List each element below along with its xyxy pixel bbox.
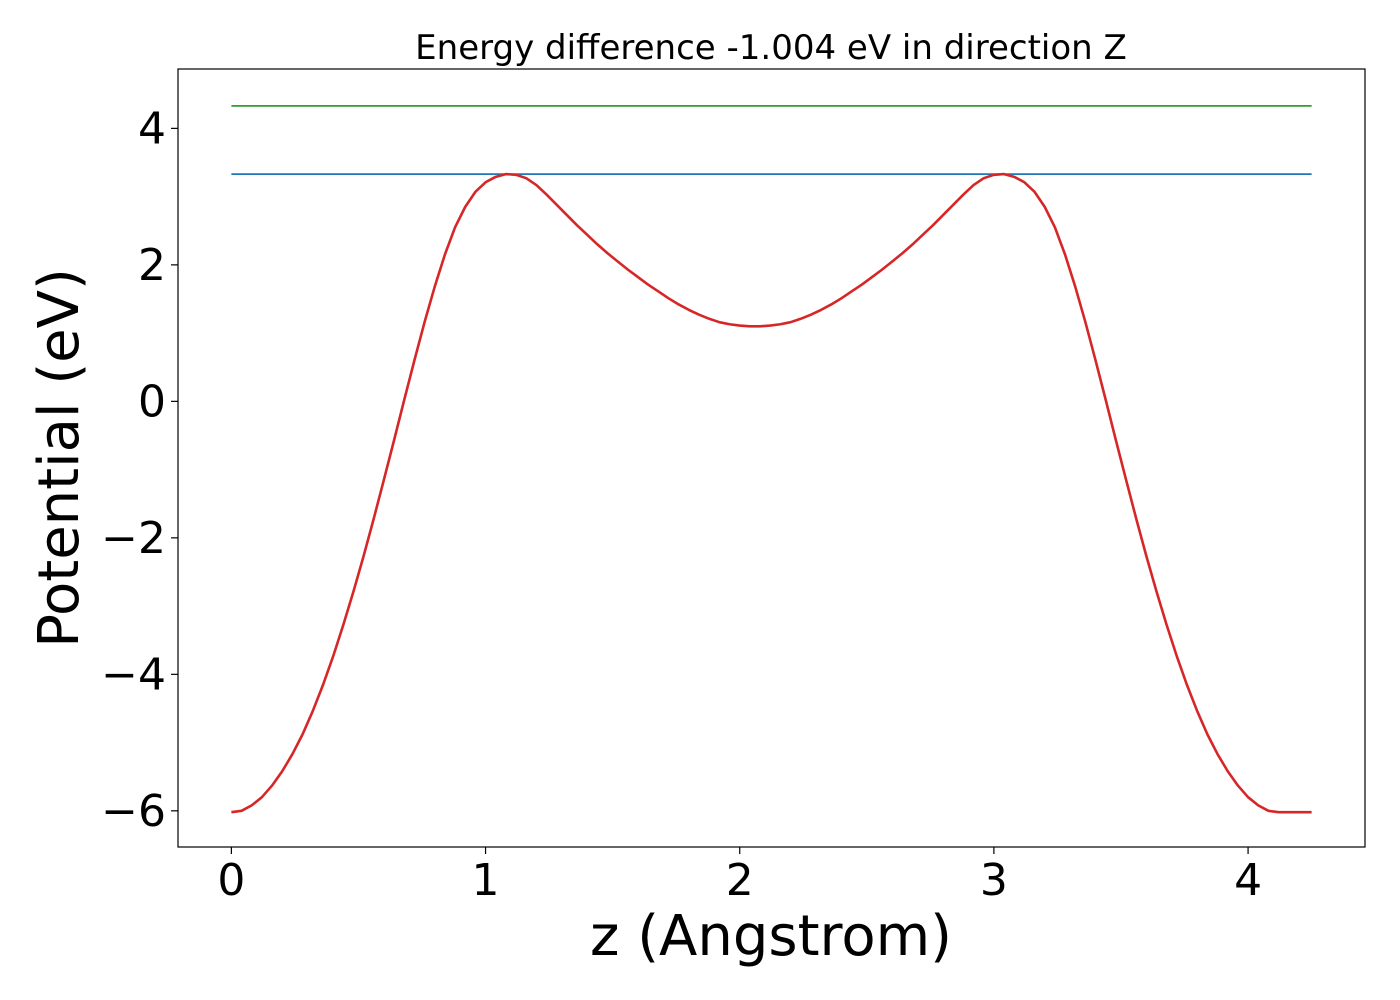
y-tick-label: 2 (138, 240, 166, 291)
series-layer (231, 104, 1312, 814)
series-line-1 (231, 172, 1312, 814)
x-tick-label: 2 (726, 855, 754, 906)
x-axis-ticks: 0 1 2 3 4 (217, 847, 1262, 906)
y-tick-label: −2 (101, 513, 166, 564)
y-tick-label: −6 (101, 786, 166, 837)
y-tick-label: 0 (138, 376, 166, 427)
plot-frame (177, 68, 1366, 848)
y-tick-label: −4 (101, 649, 166, 700)
y-tick-label: 4 (138, 103, 166, 154)
x-tick-label: 0 (217, 855, 245, 906)
y-axis-ticks: −6 −4 −2 0 2 4 (101, 103, 178, 837)
x-tick-label: 3 (980, 855, 1008, 906)
y-axis-label: Potential (eV) (27, 268, 92, 648)
x-tick-label: 1 (472, 855, 500, 906)
chart-title: Energy difference -1.004 eV in direction… (415, 28, 1127, 68)
x-axis-label: z (Angstrom) (590, 904, 952, 969)
x-tick-label: 4 (1234, 855, 1262, 906)
